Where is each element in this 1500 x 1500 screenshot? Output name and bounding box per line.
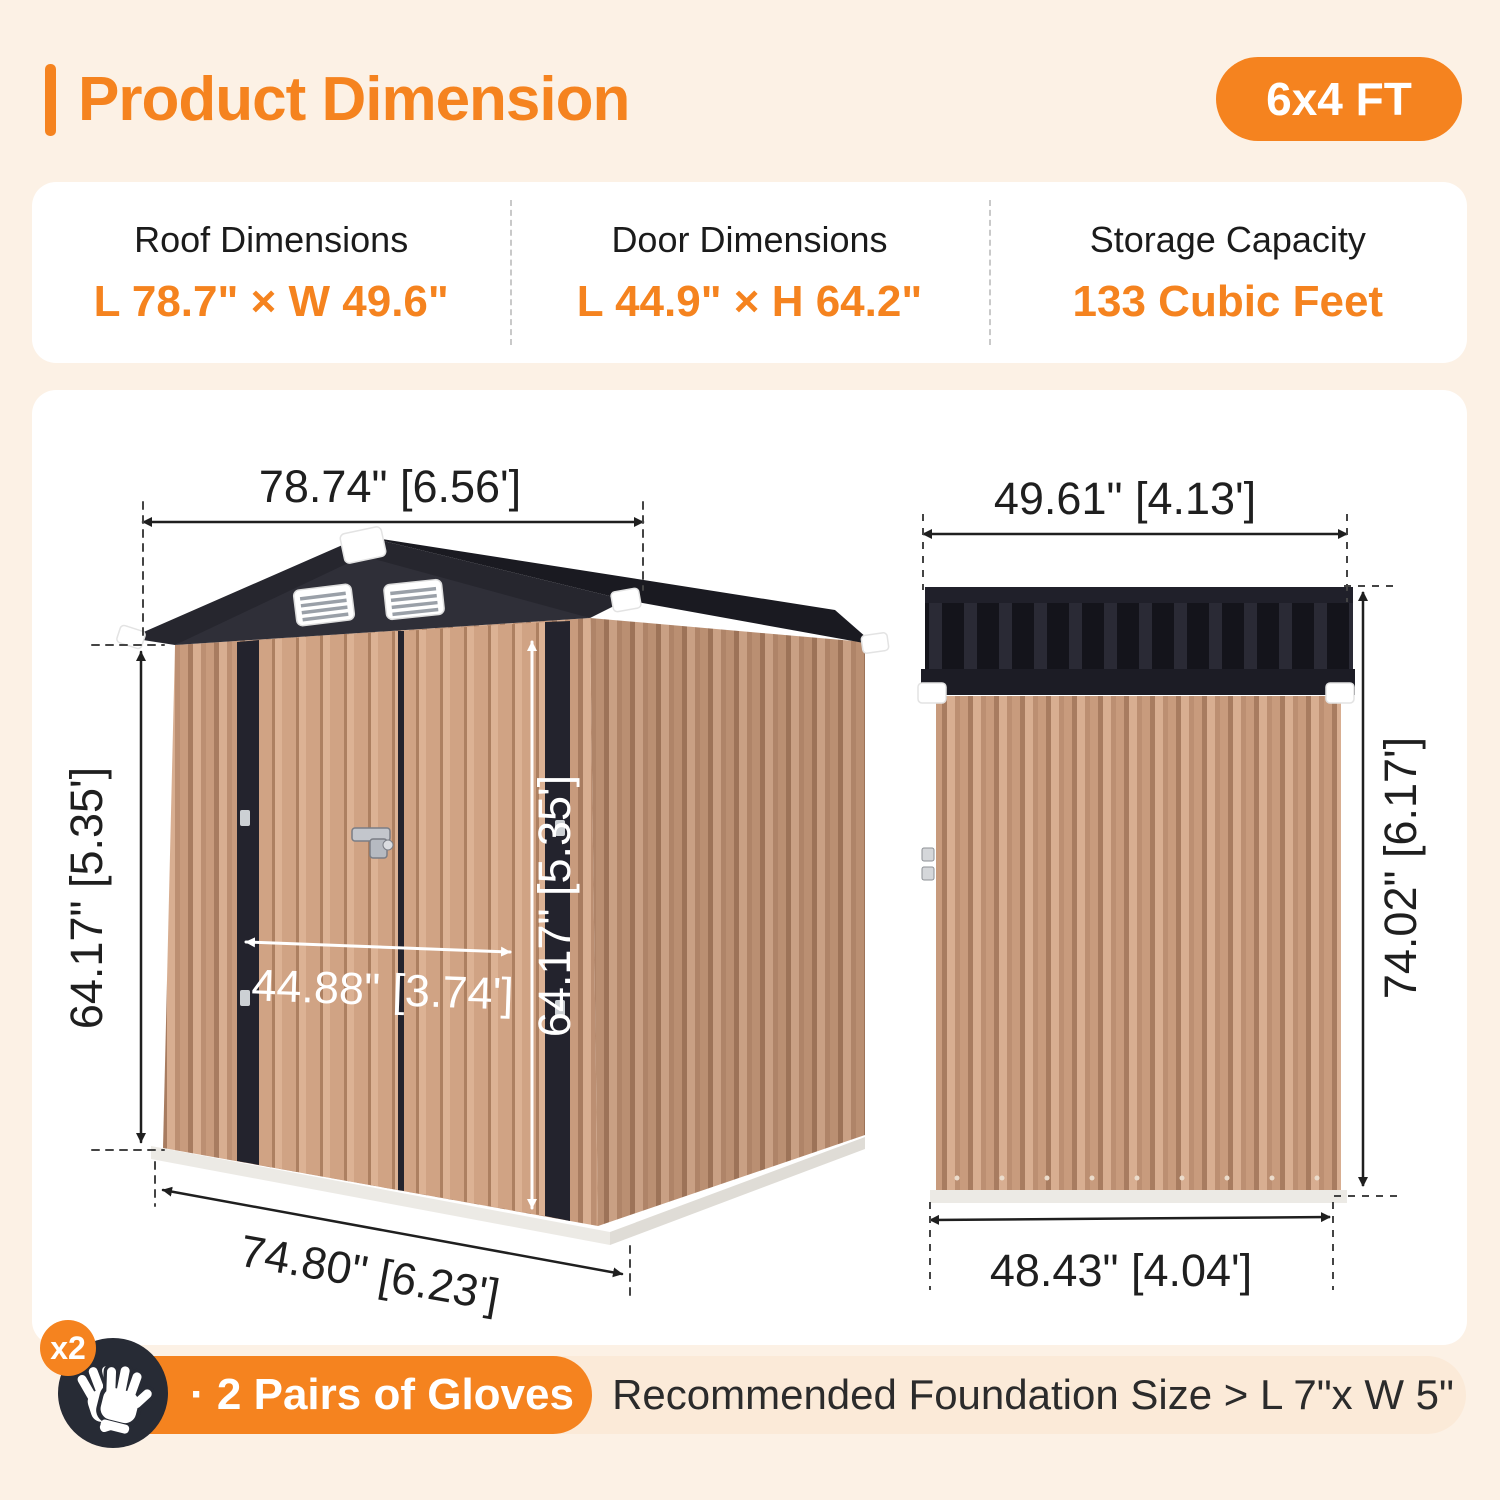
gable-vent-left [292,583,356,627]
glove-front [96,1362,156,1434]
page-title: Product Dimension [78,65,630,134]
shed-side-view [917,587,1355,1203]
foundation-pill [430,1356,1466,1434]
specs-card: Roof Dimensions L 78.7" × W 49.6" Door D… [32,182,1467,363]
spec-roof-dimensions: Roof Dimensions L 78.7" × W 49.6" [32,182,510,363]
spec-value: L 44.9" × H 64.2" [576,276,923,326]
foundation-note: Recommended Foundation Size > L 7"x W 5" [612,1371,1454,1418]
side-view-roof-fascia [921,669,1355,695]
side-view-roof-ridge [925,587,1353,603]
shed-door-left [259,631,398,1190]
dim-front-base-width: 74.80" [6.23'] [236,1225,503,1321]
spec-label: Storage Capacity [1089,218,1366,260]
dim-front-roof-width: 78.74" [6.56'] [259,461,521,512]
side-view-roof-ribs [925,603,1353,669]
dim-arrow-door-width [244,937,512,957]
spec-door-dimensions: Door Dimensions L 44.9" × H 64.2" [510,182,988,363]
dim-arrow-front-base-width [161,1186,624,1278]
spec-label: Roof Dimensions [134,218,409,260]
dim-front-wall-height: 64.17" [5.35'] [61,767,112,1029]
dimension-diagram-card: 78.74" [6.56'] 64.17" [5.35'] 44.88" [3.… [32,390,1467,1345]
side-view-wall [936,696,1341,1190]
title-accent-bar [45,64,56,136]
dim-arrow-side-base-width [929,1212,1331,1225]
shed-door-right [404,622,545,1216]
shed-side-wall-shade [590,618,865,1226]
dim-door-width: 44.88" [3.74'] [251,959,515,1019]
door-latch [351,827,394,859]
side-view-dimensions: 49.61" [4.13'] 74.02" [6.17'] 48.43" [4.… [922,473,1426,1296]
shed-base-side [610,1137,865,1245]
gloves-label: · 2 Pairs of Gloves [190,1370,574,1419]
gloves-multiplier-badge: x2 [40,1320,96,1376]
door-hinges [240,810,565,1016]
spec-value: 133 Cubic Feet [1072,276,1384,326]
spec-value: L 78.7" × W 49.6" [93,276,449,326]
shed-side-wall [590,618,865,1226]
side-view-corner-caps [917,682,1355,704]
door-trim-left [237,640,259,1165]
side-view-base [930,1190,1347,1203]
gloves-pill [100,1356,592,1434]
door-trim-right [545,621,570,1221]
dim-side-roof-width: 49.61" [4.13'] [994,473,1256,524]
dim-door-height: 64.17" [5.35'] [529,775,580,1037]
gable-vent-right [383,578,445,621]
roof-gable-wall [175,542,590,645]
side-view-bolts [954,1175,1320,1181]
spec-storage-capacity: Storage Capacity 133 Cubic Feet [988,182,1467,363]
dim-side-base-width: 48.43" [4.04'] [990,1245,1252,1296]
roof-corner-caps [116,526,890,654]
side-view-hinges [921,847,935,881]
door-trim-center [398,631,404,1191]
spec-label: Door Dimensions [611,218,888,260]
size-badge: 6x4 FT [1216,57,1462,141]
shed-front-view [116,526,890,1245]
dim-side-height: 74.02" [6.17'] [1375,737,1426,999]
shed-dimension-diagram: 78.74" [6.56'] 64.17" [5.35'] 44.88" [3.… [61,461,1426,1321]
